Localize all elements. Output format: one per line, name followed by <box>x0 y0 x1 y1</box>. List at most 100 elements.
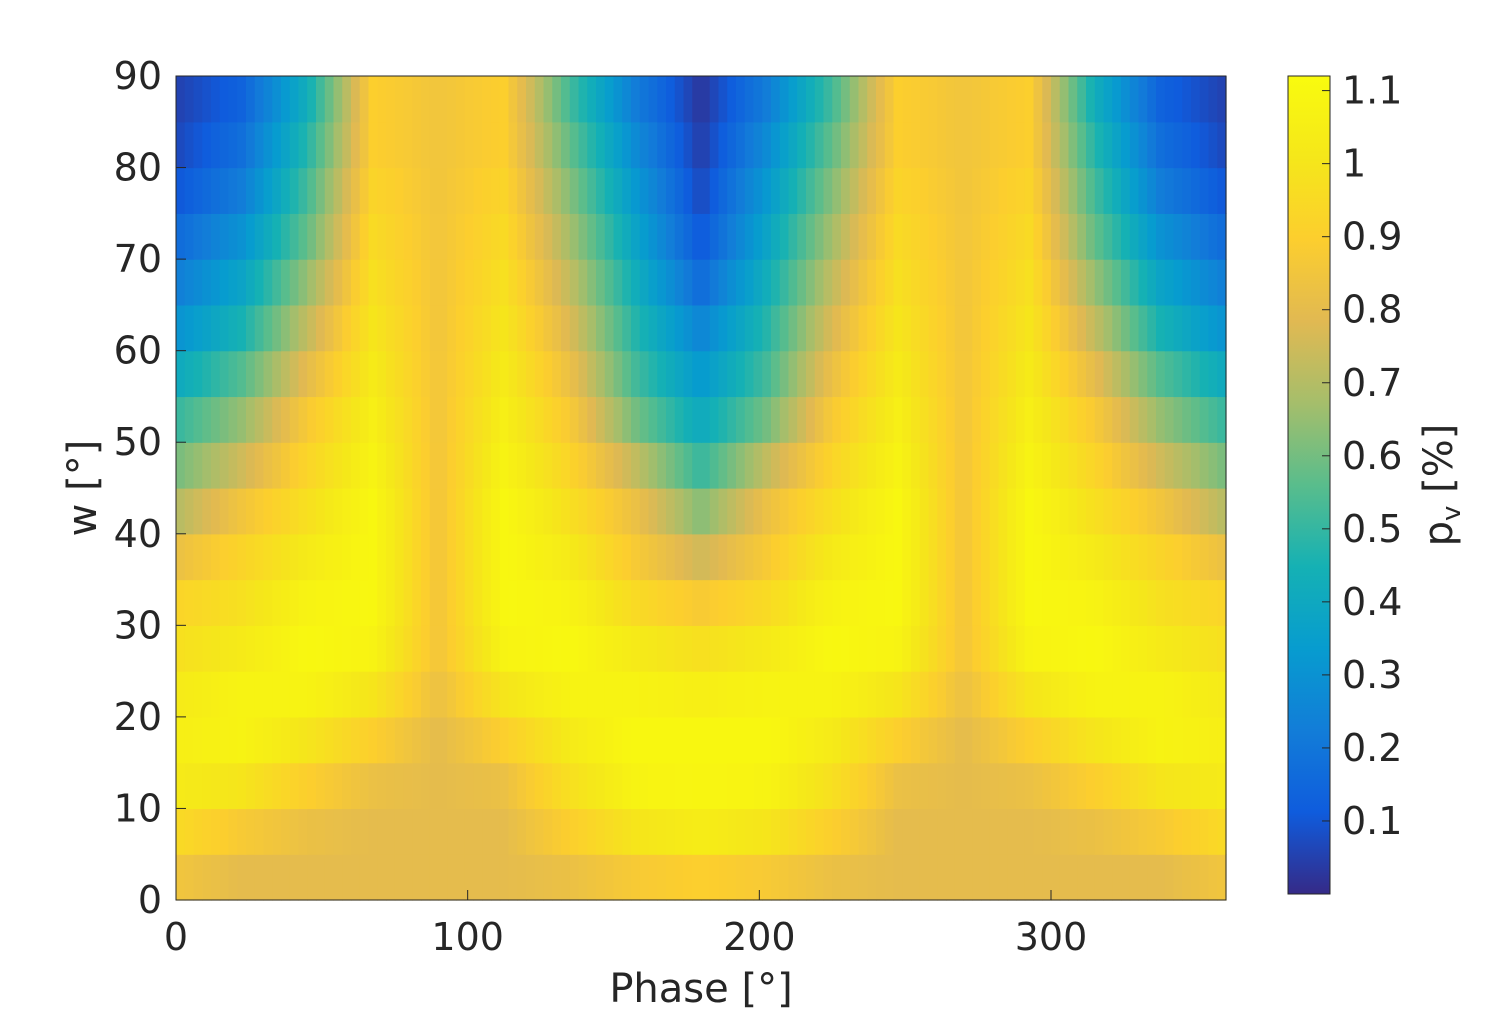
heatmap-cell <box>832 762 842 810</box>
heatmap-cell <box>254 304 265 352</box>
heatmap-cell <box>491 350 501 398</box>
heatmap-cell <box>359 213 370 260</box>
heatmap-cell <box>587 533 597 581</box>
heatmap-cell <box>359 854 370 901</box>
heatmap-cell <box>1199 533 1210 581</box>
heatmap-cell <box>307 167 317 214</box>
heatmap-cell <box>263 854 273 901</box>
heatmap-cell <box>972 808 982 855</box>
colorbar-label-main: p <box>1416 521 1462 546</box>
heatmap-cell <box>1068 350 1078 398</box>
heatmap-cell <box>841 396 851 443</box>
heatmap-cell <box>832 716 842 764</box>
heatmap-cell <box>954 259 965 306</box>
colorbar-tick-label: 0.7 <box>1342 361 1402 405</box>
heatmap-cell <box>552 854 562 901</box>
heatmap-cell <box>587 121 597 169</box>
heatmap-cell <box>622 259 632 306</box>
heatmap-cell <box>674 304 685 352</box>
heatmap-cell <box>246 533 256 581</box>
heatmap-cell <box>1129 625 1140 672</box>
heatmap-cell <box>718 671 728 718</box>
heatmap-cell <box>587 396 597 443</box>
heatmap-cell <box>631 533 641 581</box>
heatmap-cell <box>1156 762 1166 810</box>
heatmap-cell <box>709 442 720 489</box>
heatmap-cell <box>386 533 396 581</box>
heatmap-cell <box>674 213 685 260</box>
heatmap-cell <box>596 213 606 260</box>
heatmap-cell <box>1199 76 1210 123</box>
heatmap-cell <box>1173 579 1183 626</box>
heatmap-cell <box>464 442 475 489</box>
heatmap-cell <box>176 533 186 581</box>
heatmap-cell <box>867 350 877 398</box>
heatmap-cell <box>552 76 562 123</box>
heatmap-cell <box>491 533 501 581</box>
heatmap-cell <box>447 259 457 306</box>
heatmap-cell <box>937 442 947 489</box>
heatmap-cell <box>832 488 842 535</box>
heatmap-cell <box>753 304 763 352</box>
heatmap-cell <box>814 350 825 398</box>
heatmap-cell <box>193 808 203 855</box>
heatmap-cell <box>954 396 965 443</box>
heatmap-cell <box>412 442 422 489</box>
heatmap-cell <box>972 488 982 535</box>
heatmap-cell <box>1121 350 1131 398</box>
heatmap-cell <box>858 671 868 718</box>
heatmap-cell <box>228 625 238 672</box>
heatmap-cell <box>447 442 457 489</box>
heatmap-cell <box>692 808 702 855</box>
heatmap-cell <box>552 350 562 398</box>
heatmap-cell <box>631 350 641 398</box>
heatmap-cell <box>727 625 737 672</box>
heatmap-cell <box>902 488 912 535</box>
heatmap-cell <box>228 259 238 306</box>
heatmap-cell <box>534 121 545 169</box>
heatmap-cell <box>342 671 352 718</box>
heatmap-cell <box>919 762 930 810</box>
heatmap-cell <box>657 350 667 398</box>
heatmap-cell <box>1077 808 1087 855</box>
heatmap-cell <box>1103 396 1113 443</box>
heatmap-cell <box>823 442 833 489</box>
heatmap-cell <box>534 259 545 306</box>
heatmap-cell <box>184 716 195 764</box>
heatmap-cell <box>1103 579 1113 626</box>
heatmap-cell <box>359 259 370 306</box>
heatmap-cell <box>403 76 413 123</box>
heatmap-cell <box>1217 488 1227 535</box>
heatmap-cell <box>403 121 413 169</box>
heatmap-cell <box>219 442 230 489</box>
heatmap-cell <box>823 76 833 123</box>
heatmap-cell <box>394 808 405 855</box>
heatmap-cell <box>876 350 886 398</box>
heatmap-cell <box>377 259 387 306</box>
heatmap-cell <box>639 762 650 810</box>
heatmap-cell <box>246 76 256 123</box>
heatmap-cell <box>744 716 755 764</box>
heatmap-cell <box>727 442 737 489</box>
heatmap-cell <box>674 167 685 214</box>
heatmap-cell <box>184 213 195 260</box>
heatmap-cell <box>613 488 623 535</box>
heatmap-cell <box>482 808 492 855</box>
heatmap-cell <box>1217 625 1227 672</box>
heatmap-cell <box>1059 625 1070 672</box>
heatmap-cell <box>272 76 282 123</box>
heatmap-cell <box>814 671 825 718</box>
x-tick-label: 200 <box>723 915 796 959</box>
heatmap-cell <box>753 396 763 443</box>
heatmap-cell <box>919 488 930 535</box>
heatmap-cell <box>499 442 510 489</box>
heatmap-cell <box>893 442 903 489</box>
heatmap-cell <box>683 533 693 581</box>
heatmap-cell <box>1051 304 1061 352</box>
heatmap-cell <box>954 671 965 718</box>
heatmap-cell <box>884 671 895 718</box>
heatmap-cell <box>1042 716 1052 764</box>
heatmap-cell <box>814 396 825 443</box>
heatmap-cell <box>237 76 247 123</box>
heatmap-cell <box>456 533 466 581</box>
